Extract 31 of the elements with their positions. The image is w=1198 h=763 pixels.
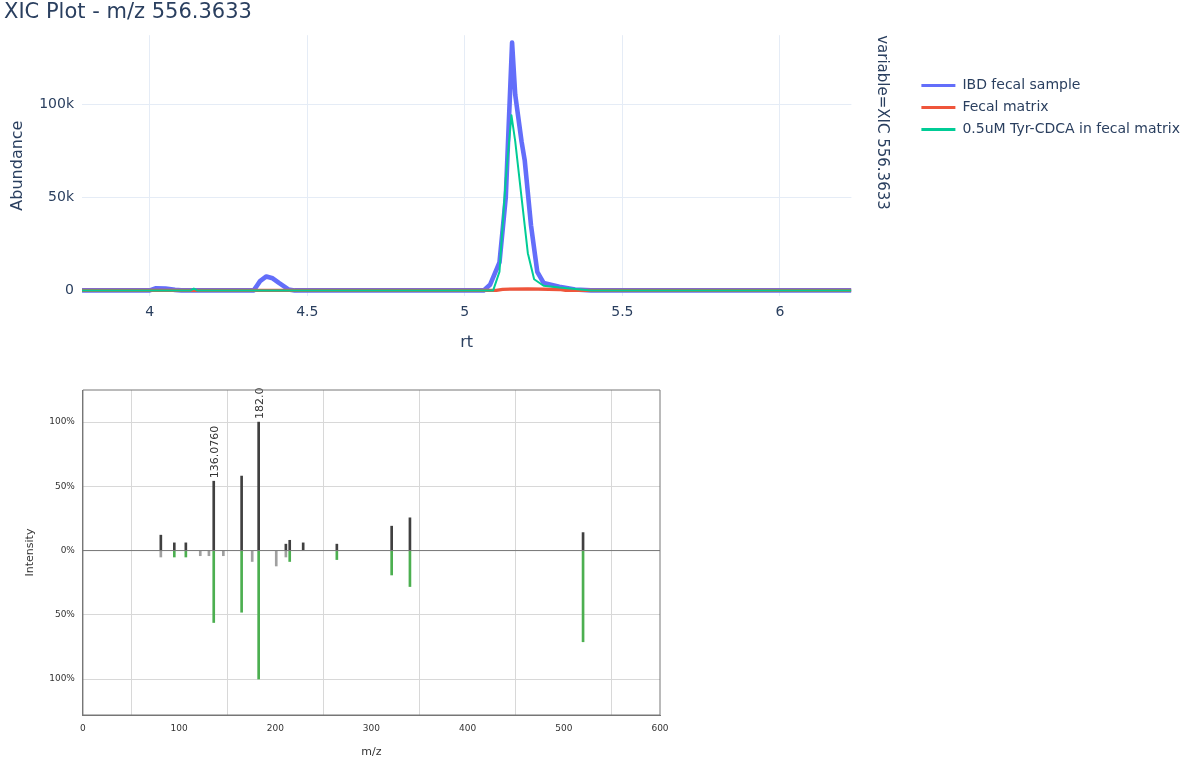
x-tick-label: 0 <box>80 722 87 733</box>
x-tick-label: 500 <box>555 722 573 733</box>
legend-label: IBD fecal sample <box>962 76 1081 93</box>
text: variable=XIC 556.3633 <box>873 35 892 210</box>
x-tick-label: 6 <box>775 303 785 320</box>
x-tick-label: 200 <box>266 722 285 733</box>
x-tick-label: 400 <box>459 722 477 733</box>
y-tick-label: 50k <box>48 187 75 204</box>
legend-label: 0.5uM Tyr-CDCA in fecal matrix <box>962 120 1181 137</box>
annotation: 182.0 <box>252 387 266 420</box>
y-tick-label: 0% <box>60 544 76 555</box>
x-axis-title: rt <box>460 331 474 351</box>
chart-title: XIC Plot - m/z 556.3633 <box>4 0 252 24</box>
y-tick-label: 100k <box>39 94 75 111</box>
x-tick-label: 300 <box>362 722 381 733</box>
y-tick-label: 50% <box>54 609 76 620</box>
y-tick-label: 50% <box>54 480 76 491</box>
x-axis-title: m/z <box>361 745 382 759</box>
x-tick-label: 100 <box>170 722 188 733</box>
x-tick-label: 5.5 <box>611 303 634 320</box>
annotation: 136.0760 <box>207 425 221 479</box>
y-axis-title: Abundance <box>6 120 26 211</box>
x-tick-label: 5 <box>460 303 470 320</box>
y-tick-label: 0 <box>65 281 75 298</box>
y-tick-label: 100% <box>49 416 76 427</box>
x-tick-label: 4.5 <box>296 303 319 320</box>
y-tick-label: 100% <box>49 673 76 684</box>
x-tick-label: 600 <box>651 722 669 733</box>
legend-label: Fecal matrix <box>962 98 1049 115</box>
y-axis-title: Intensity <box>23 528 37 577</box>
x-tick-label: 4 <box>145 303 155 320</box>
